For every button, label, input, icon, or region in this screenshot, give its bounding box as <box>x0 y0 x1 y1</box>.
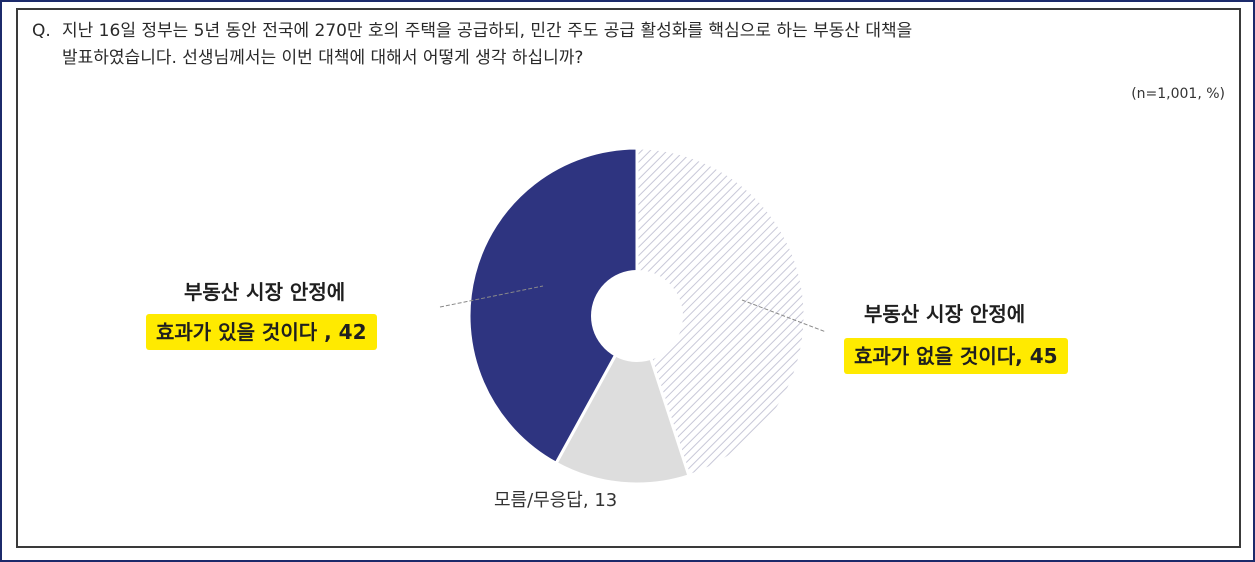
label-effective-line2: 효과가 있을 것이다 , 42 <box>146 314 377 350</box>
sample-size-note: (n=1,001, %) <box>1131 86 1225 102</box>
highlight-not-effective: 효과가 없을 것이다, 45 <box>844 338 1068 374</box>
donut-chart <box>439 146 827 486</box>
value-dont-know: 13 <box>594 490 618 511</box>
value-effective: 42 <box>338 320 367 344</box>
label-dont-know-text: 모름/무응답 <box>494 490 583 511</box>
label-not-effective-text1: 부동산 시장 안정에 <box>864 302 1026 326</box>
slice-dont-know <box>554 312 691 486</box>
label-not-effective-text2: 효과가 없을 것이다 <box>854 344 1016 368</box>
label-not-effective-line1: 부동산 시장 안정에 <box>864 298 1025 327</box>
label-effective-text1: 부동산 시장 안정에 <box>184 280 346 304</box>
donut-hole <box>591 270 683 362</box>
label-not-effective-line2: 효과가 없을 것이다, 45 <box>844 338 1068 374</box>
highlight-effective: 효과가 있을 것이다 , 42 <box>146 314 377 350</box>
question-prefix: Q. <box>32 21 51 41</box>
chart-panel: Q. 지난 16일 정부는 5년 동안 전국에 270만 호의 주택을 공급하되… <box>16 8 1241 548</box>
leader-line-effective <box>439 285 544 308</box>
leader-line-not-effective <box>741 299 827 333</box>
value-not-effective: 45 <box>1029 344 1058 368</box>
label-effective-line1: 부동산 시장 안정에 <box>184 276 345 305</box>
label-dont-know: 모름/무응답, 13 <box>494 490 618 511</box>
question-line-2: 발표하였습니다. 선생님께서는 이번 대책에 대해서 어떻게 생각 하십니까? <box>62 48 584 68</box>
label-effective-text2: 효과가 있을 것이다 <box>156 320 318 344</box>
question-line-1: 지난 16일 정부는 5년 동안 전국에 270만 호의 주택을 공급하되, 민… <box>62 21 913 41</box>
slice-not-effective <box>635 146 807 478</box>
slice-effective <box>467 146 639 466</box>
